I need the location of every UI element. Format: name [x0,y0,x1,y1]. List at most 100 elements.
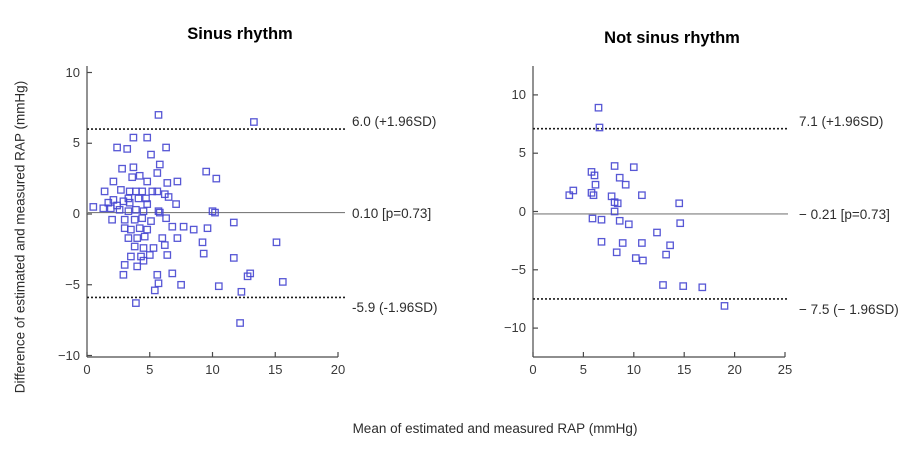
scatter-point [164,193,173,201]
scatter-point [153,187,162,196]
scatter-point [610,207,619,216]
y-axis-label: Difference of estimated and measured RAP… [12,80,28,394]
scatter-point [229,218,238,227]
scatter-point [590,171,599,180]
scatter-point [106,204,115,213]
scatter-point [130,242,139,251]
scatter-point [621,180,630,189]
scatter-point [120,215,129,224]
scatter-point [615,216,624,225]
scatter-point [160,241,169,249]
tick-label: 5 [72,135,80,151]
scatter-point [125,198,134,207]
left-lower-loa-label: -5.9 (-1.96SD) [352,300,438,316]
scatter-point [278,278,287,286]
scatter-point [118,164,126,173]
scatter-point [638,191,646,200]
scatter-point [214,282,223,291]
scatter-point [720,302,729,310]
scatter-point [610,162,619,170]
left-upper-loa-label: 6.0 (+1.96SD) [352,114,437,130]
scatter-point [179,222,188,231]
scatter-point [162,143,170,152]
scatter-point [129,163,138,172]
scatter-point [120,261,129,269]
tick-label: 25 [777,362,793,377]
scatter-point [143,177,152,186]
tick-label: 15 [268,362,283,377]
scatter-point [113,143,121,152]
scatter-point [154,279,163,288]
right-mean-label: − 0.21 [p=0.73] [799,206,890,222]
scatter-point [662,250,670,259]
scatter-point [163,179,172,187]
scatter-point [124,194,133,203]
scatter-point [145,251,154,259]
scatter-point [140,232,149,241]
scatter-point [127,225,135,234]
scatter-point [653,228,661,237]
tick-label: 0 [518,203,526,219]
scatter-point [172,200,180,208]
scatter-point [117,186,125,194]
scatter-point [597,215,606,224]
scatter-point [99,204,108,213]
scatter-point [119,270,128,279]
scatter-point [659,281,667,289]
right-lower-loa-label: − 7.5 (− 1.96SD) [799,301,899,317]
scatter-point [675,199,684,208]
scatter-point [229,254,238,262]
scatter-point [624,220,633,229]
x-axis-label: Mean of estimated and measured RAP (mmHg… [352,421,638,436]
tick-label: −10 [503,320,526,336]
scatter-point [569,186,578,195]
scatter-point [147,217,155,225]
scatter-point [120,224,129,233]
scatter-point [177,280,185,289]
scatter-point [587,188,596,197]
left-plot-title: Sinus rhythm [187,25,293,43]
scatter-point [676,219,685,228]
right-upper-loa-label: 7.1 (+1.96SD) [799,113,884,129]
scatter-point [143,200,152,208]
tick-label: −10 [57,347,80,363]
scatter-point [198,238,207,247]
scatter-point [613,199,622,208]
scatter-point [154,111,163,119]
scatter-point [162,214,170,223]
scatter-point [133,262,142,271]
scatter-point [89,203,98,211]
scatter-point [589,191,598,200]
scatter-point [129,133,138,142]
scatter-point [154,207,163,216]
tick-label: 0 [83,362,91,377]
left-mean-label: 0.10 [p=0.73] [352,205,432,221]
scatter-point [108,215,116,224]
scatter-point [139,244,148,252]
scatter-point [153,169,162,177]
scatter-point [189,225,198,234]
scatter-point [168,222,177,231]
scatter-point [588,214,597,223]
scatter-point [212,174,221,183]
scatter-point [128,173,137,182]
scatter-point [236,319,244,327]
scatter-point [132,205,140,214]
scatter-point [629,163,638,172]
scatter-point [127,252,135,261]
scatter-point [100,187,109,196]
scatter-point [698,283,707,292]
tick-label: 10 [65,64,80,80]
scatter-point [142,194,150,203]
scatter-point [612,248,621,257]
scatter-point [143,225,152,234]
scatter-point [138,187,147,196]
scatter-point [148,187,157,196]
scatter-point [679,282,688,290]
tick-label: −5 [511,261,526,277]
scatter-point [134,194,143,203]
scatter-point [173,234,182,242]
scatter-point [565,191,574,200]
